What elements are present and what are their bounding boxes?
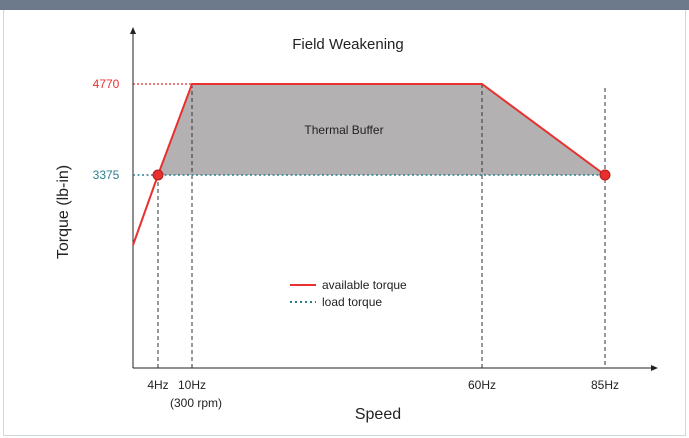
x-tick-label-0: 4Hz xyxy=(147,378,168,392)
y-axis-label: Torque (lb-in) xyxy=(55,165,72,259)
x-axis-label: Speed xyxy=(355,406,401,423)
thermal-buffer-label: Thermal Buffer xyxy=(304,123,383,137)
y-tick-label-1: 3375 xyxy=(93,168,120,182)
legend-label-load: load torque xyxy=(322,295,382,309)
chart-title: Field Weakening xyxy=(292,36,403,53)
x-tick-label-3: 85Hz xyxy=(591,378,619,392)
chart-panel xyxy=(3,10,686,436)
marker-point-1 xyxy=(599,169,611,181)
x-tick-label-1: 10Hz xyxy=(178,378,206,392)
legend: available torque load torque xyxy=(290,278,407,309)
x-tick-sublabel-1: (300 rpm) xyxy=(170,396,222,410)
x-tick-label-2: 60Hz xyxy=(468,378,496,392)
series-line-available-torque xyxy=(132,83,606,246)
marker-point-0 xyxy=(152,169,164,181)
legend-label-available: available torque xyxy=(322,278,407,292)
thermal-buffer-area xyxy=(158,84,605,175)
y-tick-label-0: 4770 xyxy=(93,77,120,91)
header-bar xyxy=(0,0,689,10)
